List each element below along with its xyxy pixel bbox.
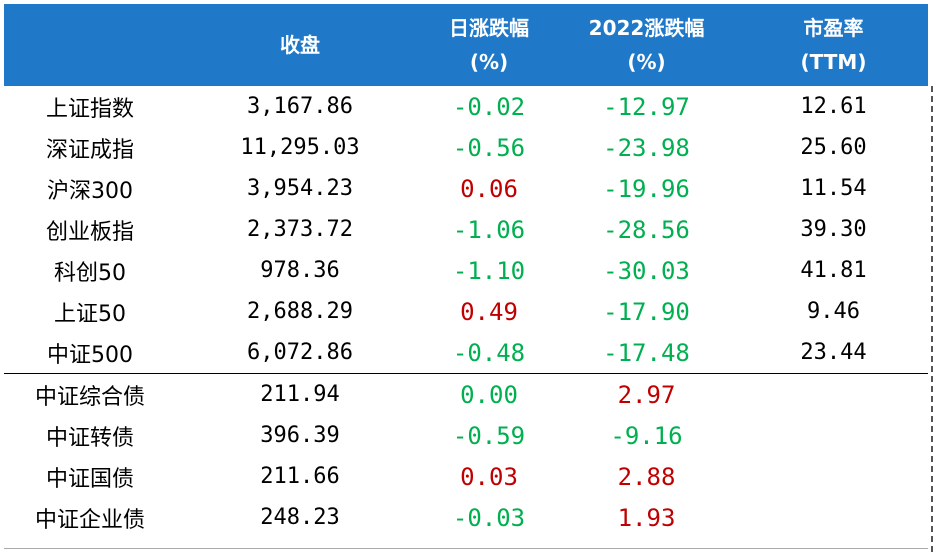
cell-close: 2,373.72 <box>247 217 353 242</box>
table-row: 创业板指 2,373.72 -1.06 -28.56 39.30 <box>4 209 928 250</box>
cell-pe <box>739 456 928 497</box>
cell-pe <box>739 497 928 538</box>
table-body: 上证指数 3,167.86 -0.02 -12.97 12.61 深证成指 11,295.0… <box>4 86 928 538</box>
table-row: 深证成指 11,295.03 -0.56 -23.98 25.60 <box>4 127 928 168</box>
table-row: 科创50 978.36 -1.10 -30.03 41.81 <box>4 250 928 291</box>
table-right-border <box>931 86 933 552</box>
table-row: 中证国债 211.66 0.03 2.88 <box>4 456 928 497</box>
cell-ytd-change: -30.03 <box>603 256 690 285</box>
cell-daily-change: 0.00 <box>424 373 554 415</box>
table-row: 中证转债 396.39 -0.59 -9.16 <box>4 415 928 456</box>
table-row: 上证指数 3,167.86 -0.02 -12.97 12.61 <box>4 86 928 127</box>
cell-daily-change: -0.48 <box>452 338 526 367</box>
cell-pe <box>739 373 928 415</box>
cell-name: 上证50 <box>54 301 126 327</box>
cell-close: 211.94 <box>176 373 424 415</box>
table-bottom-border <box>4 548 928 549</box>
cell-close: 6,072.86 <box>247 340 353 365</box>
header-daily-change-label: 日涨跌幅 <box>449 16 529 40</box>
cell-close: 211.66 <box>260 464 340 489</box>
cell-ytd-change: -19.96 <box>603 174 690 203</box>
cell-name: 深证成指 <box>45 137 134 163</box>
header-pe: 市盈率 (TTM) <box>739 4 928 86</box>
cell-close: 2,688.29 <box>247 299 353 324</box>
cell-name: 中证综合债 <box>4 373 176 415</box>
header-pe-unit: (TTM) <box>800 50 867 74</box>
header-ytd-change-label: 2022涨跌幅 <box>588 16 705 40</box>
cell-name: 中证转债 <box>45 425 134 451</box>
header-close: 收盘 <box>176 4 424 86</box>
cell-pe: 39.30 <box>800 217 867 242</box>
cell-ytd-change: -23.98 <box>603 133 690 162</box>
table-row: 中证企业债 248.23 -0.03 1.93 <box>4 497 928 538</box>
cell-daily-change: 0.49 <box>460 297 518 326</box>
cell-pe: 9.46 <box>807 299 860 324</box>
cell-pe: 11.54 <box>800 176 867 201</box>
table-row: 中证综合债 211.94 0.00 2.97 <box>4 373 928 415</box>
cell-ytd-change: -17.90 <box>603 297 690 326</box>
header-daily-change-unit: (%) <box>469 50 509 74</box>
cell-name: 中证企业债 <box>34 507 145 533</box>
cell-ytd-change: -12.97 <box>603 92 690 121</box>
cell-pe: 41.81 <box>800 258 867 283</box>
cell-close: 396.39 <box>260 423 340 448</box>
cell-daily-change: 0.06 <box>460 174 518 203</box>
cell-pe <box>739 415 928 456</box>
cell-name: 科创50 <box>54 260 126 286</box>
cell-ytd-change: 2.88 <box>617 462 676 491</box>
cell-pe: 12.61 <box>800 94 867 119</box>
cell-ytd-change: -28.56 <box>603 215 690 244</box>
cell-daily-change: 0.03 <box>460 462 518 491</box>
header-ytd-change: 2022涨跌幅 (%) <box>554 4 739 86</box>
cell-ytd-change: 1.93 <box>617 503 676 532</box>
cell-close: 248.23 <box>260 505 340 530</box>
cell-name: 沪深300 <box>47 178 133 204</box>
cell-ytd-change: -9.16 <box>610 421 683 450</box>
cell-ytd-change: 2.97 <box>554 373 739 415</box>
cell-close: 978.36 <box>260 258 340 283</box>
table-row: 沪深300 3,954.23 0.06 -19.96 11.54 <box>4 168 928 209</box>
table-row: 上证50 2,688.29 0.49 -17.90 9.46 <box>4 291 928 332</box>
cell-close: 3,954.23 <box>247 176 353 201</box>
cell-daily-change: -1.10 <box>452 256 526 285</box>
cell-close: 3,167.86 <box>247 94 353 119</box>
cell-daily-change: -0.03 <box>452 503 526 532</box>
cell-name: 中证国债 <box>45 466 134 492</box>
header-name <box>4 4 176 86</box>
cell-name: 创业板指 <box>45 219 134 245</box>
cell-daily-change: -0.56 <box>452 133 526 162</box>
table-row: 中证500 6,072.86 -0.48 -17.48 23.44 <box>4 332 928 374</box>
cell-pe: 25.60 <box>800 135 867 160</box>
cell-name: 中证500 <box>47 342 133 368</box>
cell-name: 上证指数 <box>45 96 134 122</box>
cell-pe: 23.44 <box>800 340 867 365</box>
header-pe-label: 市盈率 <box>803 16 864 40</box>
table-header: 收盘 日涨跌幅 (%) 2022涨跌幅 (%) 市盈率 (TTM) <box>4 4 928 86</box>
cell-daily-change: -1.06 <box>452 215 526 244</box>
cell-daily-change: -0.02 <box>452 92 526 121</box>
cell-ytd-change: -17.48 <box>603 338 690 367</box>
cell-close: 11,295.03 <box>240 135 360 160</box>
header-ytd-change-unit: (%) <box>627 50 666 74</box>
header-daily-change: 日涨跌幅 (%) <box>424 4 554 86</box>
market-summary-table: 收盘 日涨跌幅 (%) 2022涨跌幅 (%) 市盈率 (TTM) 上证指数 3,… <box>4 4 928 538</box>
header-close-label: 收盘 <box>280 33 320 57</box>
header-row: 收盘 日涨跌幅 (%) 2022涨跌幅 (%) 市盈率 (TTM) <box>4 4 928 86</box>
cell-daily-change: -0.59 <box>452 421 526 450</box>
